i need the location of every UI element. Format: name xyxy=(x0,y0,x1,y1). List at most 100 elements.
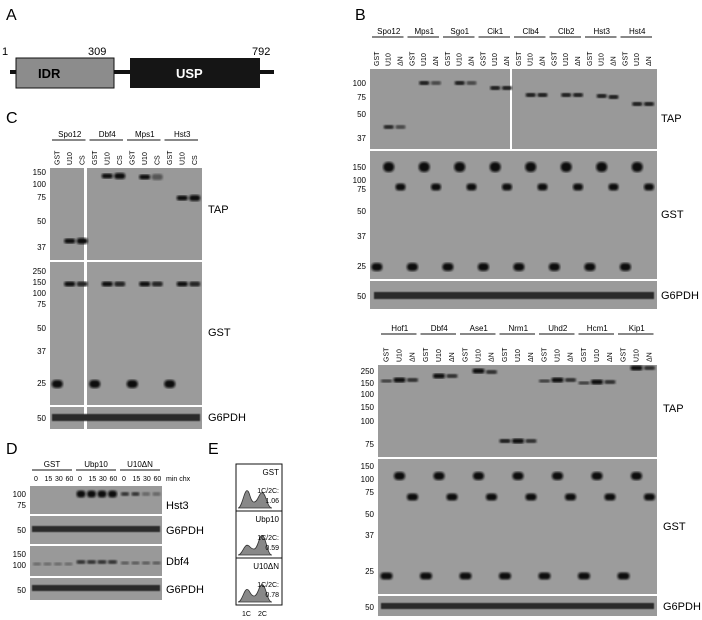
b-bot-gst-band-gst xyxy=(578,572,590,580)
d-row1-mw-100: 100 xyxy=(13,490,27,499)
panel-b-bottom: Hof1 GST U10 ΔN Dbf4 GST U10 ΔN Ase1 GST U10 ΔN Nrm1… xyxy=(361,324,701,616)
c-tap-band-cs xyxy=(151,174,163,180)
b-bot-tap-band-u10 xyxy=(512,438,524,444)
c-gst-band-cs xyxy=(76,281,88,287)
panel-b-top: Spo12 GST U10 ΔN Mps1 GST U10 ΔN Sgo1 GST U10 ΔN Cik… xyxy=(353,27,699,309)
b-bot-gst-mw-100: 100 xyxy=(361,475,375,484)
b-top-tap-band-u10 xyxy=(383,125,394,129)
b-bot-gst-band-dn xyxy=(525,493,537,501)
c-gst-band-gst xyxy=(126,380,138,388)
e-hist-curve xyxy=(237,490,273,509)
b-bot-gst-mw-50: 50 xyxy=(365,510,374,519)
e-hist-name: U10ΔN xyxy=(253,562,279,571)
b-bot-tap-band-dn xyxy=(644,366,655,370)
c-lane-label: CS xyxy=(117,155,124,165)
d-row2-mw-50: 50 xyxy=(17,526,26,535)
b-bot-gst-band-dn xyxy=(644,493,655,501)
e-hist-ratio-label: 1C/2C: xyxy=(257,535,279,542)
b-top-gst-band-dn xyxy=(466,183,477,191)
d-timepoint-label: 30 xyxy=(99,476,107,483)
b-top-gst-label: GST xyxy=(661,209,684,221)
b-top-gst-mw-25: 25 xyxy=(357,262,366,271)
b-bot-protein-label: Ase1 xyxy=(470,324,489,333)
c-gst-mw-150: 150 xyxy=(33,278,47,287)
d-hst3-band-ubp10 xyxy=(108,490,117,498)
panel-label-e: E xyxy=(208,441,219,458)
b-bot-lane-label: GST xyxy=(423,347,430,362)
b-top-protein-label: Sgo1 xyxy=(450,27,469,36)
b-top-tap-band-u10 xyxy=(419,81,430,85)
b-top-tap-band-u10 xyxy=(490,86,501,90)
c-gst-mw-37: 37 xyxy=(37,347,46,356)
b-bot-lane-label: U10 xyxy=(594,349,601,362)
b-top-lane-label: ΔN xyxy=(504,56,511,66)
b-top-tap-band-dn xyxy=(502,86,512,90)
b-top-gst-band-gst xyxy=(371,263,383,271)
d-row4-band xyxy=(32,585,160,591)
b-bot-lane-label: GST xyxy=(384,347,391,362)
c-gst-mw-75: 75 xyxy=(37,300,46,309)
d-row4-mw-50: 50 xyxy=(17,586,26,595)
b-bot-lane-label: U10 xyxy=(515,349,522,362)
e-hist-ratio-label: 1C/2C: xyxy=(257,582,279,589)
b-top-mw-100: 100 xyxy=(353,79,367,88)
b-top-lane-label: GST xyxy=(445,51,452,66)
panel-label-d: D xyxy=(6,441,18,458)
d-row1-mw-75: 75 xyxy=(17,501,26,510)
b-bot-gst-band-dn xyxy=(407,493,418,501)
b-top-lane-label: GST xyxy=(622,51,629,66)
c-gst-band-u10 xyxy=(139,281,151,287)
b-top-gst-band-u10 xyxy=(596,162,608,172)
e-hist-ratio-value: 0.59 xyxy=(265,545,279,552)
c-gst-mw-250: 250 xyxy=(33,267,47,276)
b-bot-lane-label: GST xyxy=(463,347,470,362)
b-bot-tap-label: TAP xyxy=(663,403,684,415)
b-bot-lane-label: GST xyxy=(542,347,549,362)
b-top-lane-label: GST xyxy=(480,51,487,66)
e-xtick-1c: 1C xyxy=(242,611,251,618)
c-gst-band-gst xyxy=(51,380,63,388)
b-top-gst-band-u10 xyxy=(454,162,466,172)
b-top-gst-band-gst xyxy=(477,263,489,271)
d-dbf4-band-dn xyxy=(142,561,150,565)
b-bot-tap-band-u10 xyxy=(472,368,485,374)
b-bot-gst-band-u10 xyxy=(552,472,563,480)
b-bot-gst-band-gst xyxy=(499,572,511,580)
c-gst-mw-50: 50 xyxy=(37,324,46,333)
d-timepoint-label: 30 xyxy=(143,476,151,483)
b-bot-tap-band-dn xyxy=(446,374,458,378)
c-tap-band-u10 xyxy=(64,238,76,244)
b-bot-gst-band-dn xyxy=(565,493,576,501)
c-protein-label: Dbf4 xyxy=(99,130,116,139)
b-bot-protein-label: Hcm1 xyxy=(587,324,608,333)
c-tap-band-u10 xyxy=(176,195,188,201)
b-top-gst-band-u10 xyxy=(560,162,572,172)
d-row4-label: G6PDH xyxy=(166,584,204,596)
b-top-lane-label: U10 xyxy=(634,53,641,66)
b-bot-tap-band-extra xyxy=(539,379,550,383)
b-top-lane-label: U10 xyxy=(528,53,535,66)
b-bot-mw-250: 250 xyxy=(361,367,375,376)
b-top-gst-mw-100: 100 xyxy=(353,176,367,185)
e-hist-ratio-value: 0.78 xyxy=(265,592,279,599)
b-top-gst-band-dn xyxy=(395,183,406,191)
b-bot-mw-100a: 100 xyxy=(361,390,375,399)
b-bot-lane-label: GST xyxy=(502,347,509,362)
b-top-gst-mw-37: 37 xyxy=(357,232,366,241)
d-dbf4-band-gst xyxy=(43,562,52,566)
c-g6pdh-mw-50: 50 xyxy=(37,414,46,423)
b-top-g6pdh-mw-50: 50 xyxy=(357,292,366,301)
b-bot-lane-label: U10 xyxy=(436,349,443,362)
b-bot-lane-label: U10 xyxy=(476,349,483,362)
b-bot-gst-blot xyxy=(378,459,657,594)
b-top-protein-label: Cik1 xyxy=(487,27,504,36)
c-gst-mw-100: 100 xyxy=(33,289,47,298)
b-top-lane-label: U10 xyxy=(492,53,499,66)
b-top-lane-label: U10 xyxy=(421,53,428,66)
b-top-gst-band-u10 xyxy=(383,162,395,172)
b-top-lane-label: ΔN xyxy=(433,56,440,66)
b-bot-gst-band-dn xyxy=(486,493,497,501)
b-top-tap-band-dn xyxy=(395,125,406,129)
b-top-gst-band-gst xyxy=(584,263,596,271)
